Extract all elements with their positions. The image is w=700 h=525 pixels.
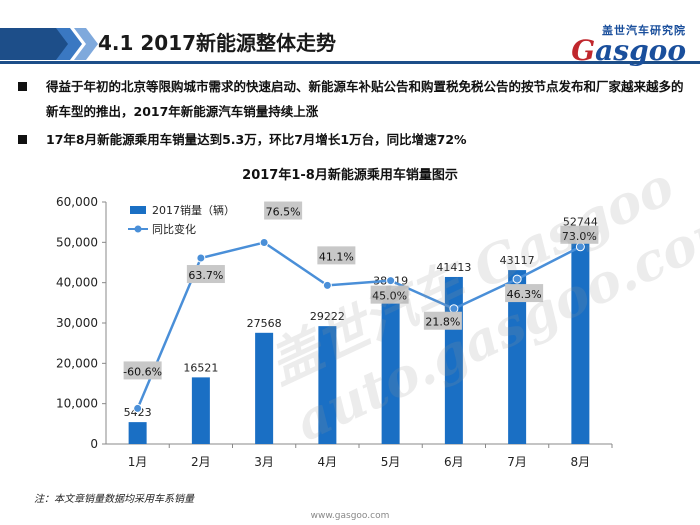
bullet-square-icon: [18, 135, 27, 144]
x-tick-label: 1月: [128, 455, 148, 469]
line-point: [133, 403, 143, 413]
y-tick-label: 10,000: [56, 397, 98, 411]
x-tick-label: 3月: [254, 455, 274, 469]
line-series: [136, 241, 581, 409]
line-data-label: 73.0%: [562, 230, 597, 243]
line-label-box: [123, 361, 162, 380]
line-label-box: [317, 246, 356, 265]
bar: [255, 332, 274, 444]
bar-data-label: 41413: [436, 261, 471, 274]
y-tick-label: 30,000: [56, 316, 98, 330]
y-tick-label: 0: [90, 437, 98, 451]
x-tick-label: 5月: [381, 455, 401, 469]
legend-bar-swatch: [130, 206, 146, 214]
y-tick-label: 40,000: [56, 276, 98, 290]
x-tick-label: 2月: [191, 455, 211, 469]
line-label-box: [370, 285, 409, 304]
bar: [571, 231, 590, 444]
bar: [128, 422, 147, 444]
legend-bar-label: 2017销量（辆）: [152, 203, 235, 217]
page-header: 4.1 2017新能源整体走势 盖世汽车研究院 Gasgoo: [0, 0, 700, 67]
logo-cn: 盖世汽车研究院: [602, 24, 686, 37]
line-label-box: [505, 284, 544, 303]
bullet-item: 17年8月新能源乘用车销量达到5.3万，环比7月增长1万台，同比增速72%: [14, 127, 694, 152]
bar-data-label: 43117: [500, 254, 535, 267]
y-tick-label: 60,000: [56, 195, 98, 209]
y-tick-label: 20,000: [56, 356, 98, 370]
logo-en: Gasgoo: [571, 34, 686, 67]
x-tick-label: 6月: [444, 455, 464, 469]
legend-line-marker: [134, 225, 142, 233]
x-tick-label: 7月: [507, 455, 527, 469]
bar-data-label: 52744: [563, 215, 598, 228]
gasgoo-logo: 盖世汽车研究院 Gasgoo: [571, 22, 686, 67]
line-data-label: -60.6%: [123, 365, 162, 378]
bullet-square-icon: [18, 82, 27, 91]
line-label-box: [423, 311, 462, 330]
line-data-label: 63.7%: [188, 269, 223, 282]
line-data-label: 46.3%: [507, 288, 542, 301]
line-label-box: [264, 201, 303, 220]
line-label-box: [186, 265, 225, 284]
page-title: 4.1 2017新能源整体走势: [98, 31, 337, 55]
bar-data-label: 27568: [247, 317, 282, 330]
website: www.gasgoo.com: [310, 511, 390, 521]
bar: [191, 377, 210, 444]
line-data-label: 76.5%: [266, 206, 301, 219]
x-tick-label: 4月: [318, 455, 338, 469]
header-decoration: [0, 28, 700, 64]
bar: [318, 326, 337, 444]
bar: [508, 270, 527, 444]
line-point: [322, 280, 332, 290]
line-label-box: [560, 225, 599, 244]
chart-title: 2017年1-8月新能源乘用车销量图示: [242, 168, 458, 183]
line-point: [386, 276, 396, 286]
footnote: 注：本文章销量数据均采用车系销量: [34, 494, 194, 505]
line-data-label: 41.1%: [319, 250, 354, 263]
bullet-item: 得益于年初的北京等限购城市需求的快速启动、新能源车补贴公告和购置税免税公告的按节…: [14, 74, 694, 124]
x-tick-label: 8月: [571, 455, 591, 469]
line-data-label: 45.0%: [372, 290, 407, 303]
bar-data-label: 16521: [183, 361, 218, 374]
line-data-label: 21.8%: [425, 316, 460, 329]
bar-data-label: 29222: [310, 310, 345, 323]
bar: [381, 290, 400, 444]
line-point: [512, 274, 522, 284]
line-point: [259, 238, 269, 248]
y-tick-label: 50,000: [56, 235, 98, 249]
legend-line-label: 同比变化: [152, 222, 196, 236]
bullet-list: 得益于年初的北京等限购城市需求的快速启动、新能源车补贴公告和购置税免税公告的按节…: [14, 74, 694, 152]
line-point: [196, 253, 206, 263]
